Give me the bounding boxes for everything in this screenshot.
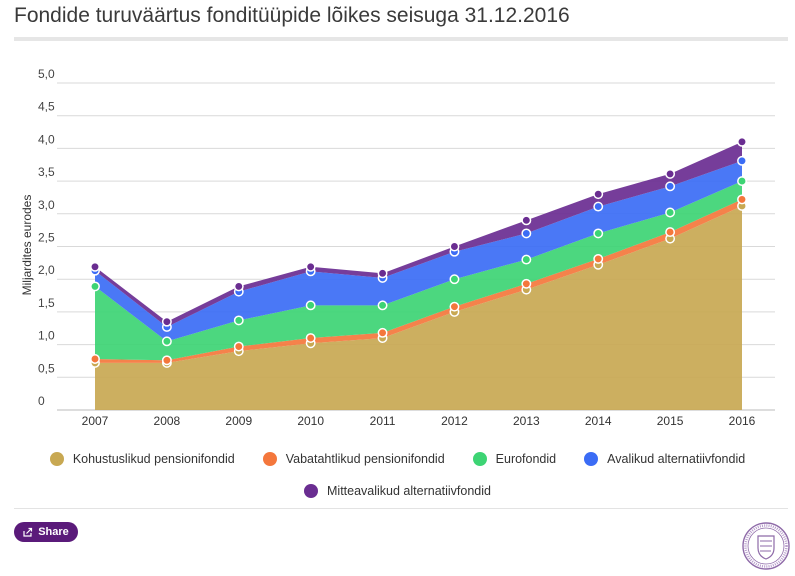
x-tick-label: 2008 (154, 414, 181, 428)
series-areas (95, 141, 742, 410)
y-tick-label: 2,0 (38, 263, 55, 277)
legend-row: Kohustuslikud pensionifondid Vabatahtliku… (0, 447, 795, 471)
data-point (737, 194, 747, 205)
y-tick-label: 1,5 (38, 296, 55, 310)
y-tick-label: 4,0 (38, 132, 55, 146)
data-point (737, 155, 747, 166)
y-tick-label: 3,0 (38, 198, 55, 212)
data-point (737, 176, 747, 187)
data-point (521, 278, 532, 289)
data-point (305, 333, 316, 344)
title-divider (14, 37, 788, 41)
x-tick-label: 2009 (225, 414, 252, 428)
share-button[interactable]: Share (14, 522, 78, 542)
data-point (233, 341, 244, 352)
x-tick-label: 2013 (513, 414, 540, 428)
data-point (665, 181, 676, 192)
x-tick-label: 2012 (441, 414, 468, 428)
chart-legend: Kohustuslikud pensionifondid Vabatahtliku… (0, 447, 795, 511)
stacked-area-chart: 0 0,5 1,0 1,5 2,0 2,5 3,0 3,5 4,0 4,5 5,0 2007 2008… (20, 67, 775, 428)
legend-swatch (584, 452, 599, 466)
data-point (90, 261, 100, 272)
data-point (305, 261, 316, 272)
data-point (593, 253, 604, 264)
y-axis-label: Miljardites eurodes (20, 195, 34, 296)
chart-title: Fondide turuväärtus fonditüüpide lõikes … (14, 4, 570, 27)
x-tick-label: 2016 (729, 414, 756, 428)
y-tick-label: 5,0 (38, 67, 55, 81)
x-tick-label: 2011 (370, 414, 396, 428)
data-point (521, 215, 532, 226)
y-tick-label: 1,0 (38, 329, 55, 343)
x-tick-label: 2007 (82, 414, 109, 428)
x-tick-label: 2010 (297, 414, 324, 428)
y-tick-label: 0 (38, 394, 45, 408)
data-point (593, 228, 604, 239)
data-point (449, 241, 460, 252)
legend-label: Eurofondid (495, 452, 557, 466)
legend-item[interactable]: Vabatahtlikud pensionifondid (262, 452, 445, 466)
y-axis-ticks: 0 0,5 1,0 1,5 2,0 2,5 3,0 3,5 4,0 4,5 5,0 (38, 67, 55, 408)
legend-item[interactable]: Avalikud alternatiivfondid (584, 452, 745, 466)
share-label: Share (38, 526, 69, 538)
legend-item[interactable]: Eurofondid (472, 452, 557, 466)
data-point (593, 201, 604, 212)
data-point (737, 136, 747, 147)
y-tick-label: 2,5 (38, 231, 55, 245)
legend-row: Mitteavalikud alternatiivfondid (0, 479, 795, 503)
legend-swatch (472, 452, 487, 466)
series-area (95, 160, 742, 342)
data-point (90, 354, 100, 364)
legend-swatch (49, 452, 64, 466)
footer-divider (14, 508, 788, 509)
legend-label: Vabatahtlikud pensionifondid (285, 452, 445, 466)
estonian-coat-of-arms-seal-icon (742, 522, 790, 570)
data-point (305, 300, 316, 311)
data-point (161, 336, 172, 347)
data-point (161, 316, 172, 327)
legend-item[interactable]: Kohustuslikud pensionifondid (49, 452, 235, 466)
legend-swatch (304, 484, 318, 498)
data-point (90, 281, 100, 292)
data-point (449, 274, 460, 285)
y-tick-label: 0,5 (38, 361, 55, 375)
data-point (665, 207, 676, 218)
data-point (377, 300, 388, 311)
series-area (95, 205, 742, 410)
data-point (233, 281, 244, 292)
series-points (90, 136, 747, 368)
data-point (521, 254, 532, 265)
legend-label: Avalikud alternatiivfondid (607, 452, 746, 466)
y-tick-label: 4,5 (38, 100, 55, 114)
series-area (95, 181, 742, 361)
data-point (377, 327, 388, 338)
data-point (449, 301, 460, 312)
data-point (665, 227, 676, 238)
x-axis-ticks: 2007 2008 2009 2010 2011 2012 2013 2014 2015 2016 (82, 414, 756, 428)
x-tick-label: 2015 (657, 414, 684, 428)
data-point (233, 315, 244, 326)
share-icon (23, 527, 33, 537)
data-point (665, 168, 676, 179)
legend-label: Kohustuslikud pensionifondid (72, 452, 235, 466)
data-point (161, 355, 172, 366)
y-tick-label: 3,5 (38, 165, 55, 179)
data-point (593, 189, 604, 200)
data-point (521, 228, 532, 239)
legend-label: Mitteavalikud alternatiivfondid (327, 484, 491, 498)
data-point (377, 268, 388, 279)
x-tick-label: 2014 (585, 414, 612, 428)
legend-item[interactable]: Mitteavalikud alternatiivfondid (304, 484, 491, 498)
legend-swatch (262, 452, 277, 466)
